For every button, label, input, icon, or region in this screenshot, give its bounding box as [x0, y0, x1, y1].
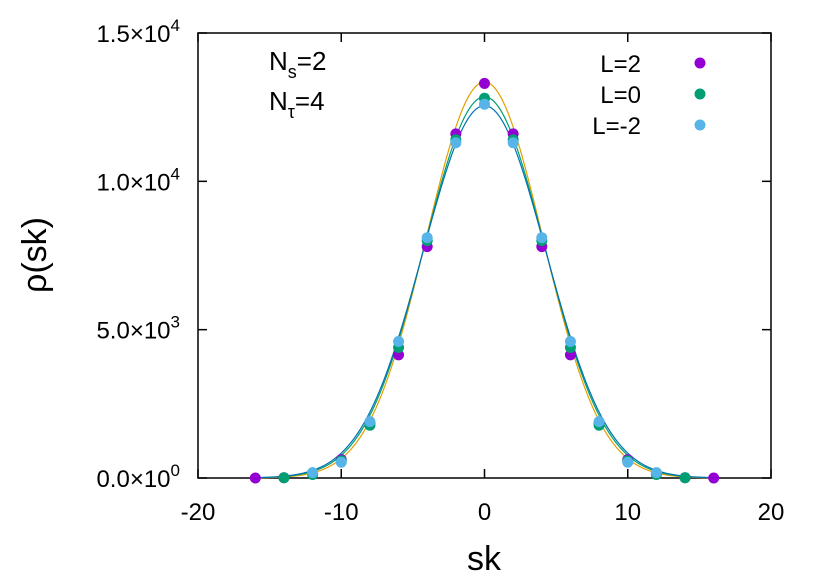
y-tick-label: 0.0×100 [96, 461, 180, 493]
y-tick-exponent: 4 [171, 164, 180, 183]
x-tick-labels: -20 -10 0 10 20 [181, 499, 785, 526]
data-point [335, 456, 347, 468]
x-tick-label: -20 [181, 499, 216, 526]
y-axis-label: ρ(sk) [16, 217, 54, 293]
data-point [364, 416, 376, 428]
x-tick-label: 0 [478, 499, 491, 526]
fit-curve [255, 81, 714, 479]
annotation-rest: =4 [295, 86, 325, 116]
annotation-base: N [269, 86, 288, 116]
annotation-subscript: τ [288, 102, 295, 122]
annotation-base: N [269, 46, 288, 76]
data-point [507, 137, 519, 149]
y-tick-exponent: 0 [171, 461, 180, 480]
tick-marks [197, 32, 772, 479]
data-point [249, 472, 261, 484]
data-point [650, 467, 662, 479]
legend-label: L=-2 [592, 113, 641, 140]
annotation-rest: =2 [297, 46, 327, 76]
x-tick-label: 10 [614, 499, 641, 526]
legend-marker [694, 88, 706, 100]
legend-label: L=2 [600, 51, 641, 78]
y-tick-exponent: 3 [171, 313, 180, 332]
fit-curves [255, 81, 714, 479]
legend-marker [694, 57, 706, 69]
data-points [249, 77, 720, 484]
y-tick-exponent: 4 [171, 16, 180, 35]
data-point [307, 467, 319, 479]
data-point [421, 232, 433, 244]
legend-marker [694, 119, 706, 131]
annotation: Ns=2 [269, 46, 326, 82]
fit-curve [255, 105, 714, 479]
data-point [479, 98, 490, 110]
data-point [393, 336, 405, 348]
data-point [450, 137, 462, 149]
data-point [278, 472, 290, 484]
data-point [708, 472, 720, 484]
data-point [593, 416, 605, 428]
y-tick-label: 1.0×104 [96, 164, 180, 196]
y-tick-mantissa: 1.0×10 [96, 169, 170, 196]
y-tick-mantissa: 1.5×10 [96, 21, 170, 48]
data-point [564, 336, 576, 348]
y-tick-mantissa: 5.0×10 [96, 318, 170, 345]
annotation-subscript: s [288, 62, 297, 82]
annotations: Ns=2Nτ=4 [269, 46, 326, 122]
y-tick-label: 1.5×104 [96, 16, 180, 48]
y-tick-label: 5.0×103 [96, 313, 180, 345]
legend: L=2 L=0 L=-2 [592, 51, 706, 140]
data-point [536, 232, 548, 244]
x-tick-label: -10 [324, 499, 359, 526]
annotation: Nτ=4 [269, 86, 325, 122]
x-axis-label: sk [467, 540, 502, 578]
data-point [679, 472, 691, 484]
legend-label: L=0 [600, 82, 641, 109]
data-point [479, 77, 490, 89]
fit-curve [255, 96, 714, 479]
y-tick-mantissa: 0.0×10 [96, 466, 170, 493]
x-tick-label: 20 [758, 499, 785, 526]
data-point [622, 456, 634, 468]
